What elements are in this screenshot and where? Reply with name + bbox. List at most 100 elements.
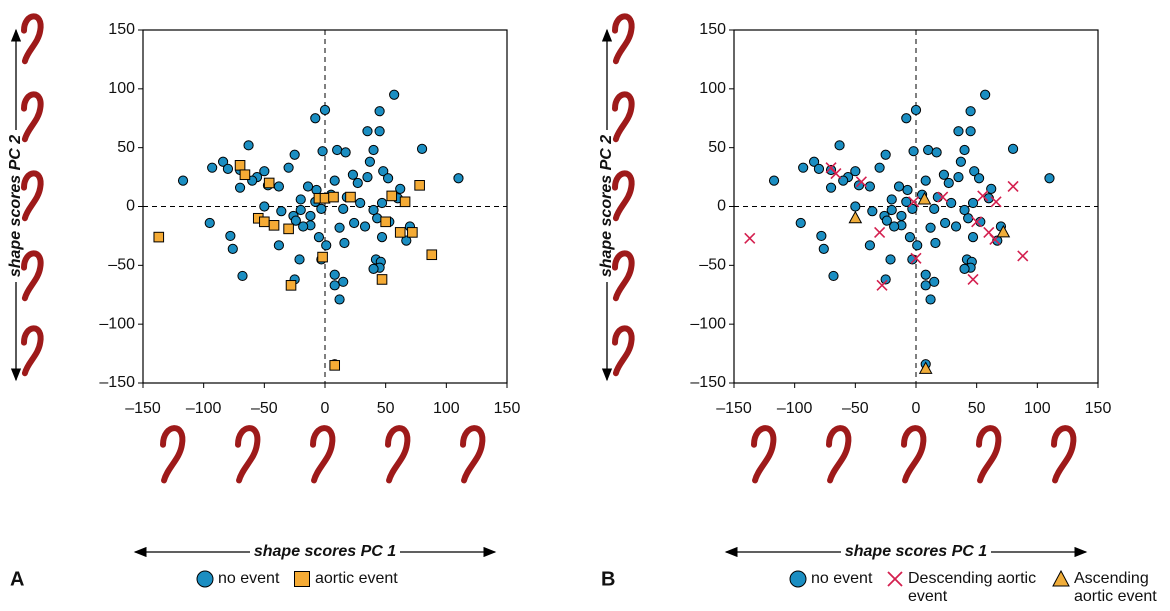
point: [955, 156, 966, 167]
point: [946, 197, 957, 209]
point: [204, 217, 215, 229]
aorta-shape: [826, 425, 852, 484]
x-tick-label: –100: [777, 400, 813, 417]
point: [317, 251, 328, 263]
point: [426, 249, 438, 261]
point: [967, 273, 979, 286]
point: [768, 175, 780, 186]
y-axis-label: shape scores PC 2: [7, 135, 24, 277]
legend-marker: [294, 571, 310, 587]
x-tick-label: –100: [186, 400, 222, 417]
point: [362, 126, 373, 137]
point: [349, 217, 360, 229]
point: [334, 222, 345, 233]
point: [305, 210, 316, 222]
point: [932, 191, 943, 203]
point: [881, 215, 892, 226]
point: [808, 156, 820, 167]
point: [283, 162, 294, 173]
point: [744, 232, 756, 244]
point: [990, 196, 1002, 208]
point: [237, 270, 248, 282]
point: [338, 276, 349, 287]
y-tick-label: 0: [717, 198, 726, 215]
x-tick-label: 150: [494, 400, 521, 417]
point: [965, 106, 976, 117]
point: [880, 149, 891, 160]
point: [285, 280, 297, 291]
point: [1017, 250, 1029, 262]
point: [910, 252, 922, 264]
point: [938, 169, 950, 180]
aorta-shape: [612, 13, 635, 65]
aorta-shape: [21, 325, 44, 377]
point: [401, 235, 412, 246]
point: [374, 106, 385, 117]
point: [295, 204, 306, 216]
y-tick-label: 50: [708, 139, 726, 156]
point: [795, 217, 806, 229]
point: [259, 166, 270, 177]
point: [376, 231, 388, 243]
point: [816, 230, 827, 242]
point: [453, 173, 464, 184]
point: [825, 164, 837, 176]
point: [885, 254, 896, 265]
aorta-shape: [612, 325, 635, 377]
x-tick-label: 0: [912, 400, 921, 417]
point: [825, 182, 837, 193]
point: [302, 181, 314, 192]
point: [317, 146, 328, 157]
x-tick-label: 50: [377, 400, 395, 417]
x-tick-label: –50: [251, 400, 278, 417]
point: [925, 294, 936, 305]
legend-label: Ascending aortic event: [1074, 570, 1157, 605]
y-tick-label: –150: [99, 374, 135, 391]
point: [886, 194, 897, 205]
point: [352, 177, 363, 189]
point: [319, 104, 331, 116]
point: [263, 177, 275, 189]
point: [376, 197, 388, 209]
point: [910, 104, 922, 116]
point: [321, 240, 332, 251]
point: [874, 162, 885, 173]
aorta-shape: [901, 425, 927, 484]
point: [207, 162, 218, 173]
point: [907, 203, 918, 214]
aorta-shape: [21, 13, 44, 65]
point: [380, 216, 391, 228]
aorta-shape: [385, 425, 411, 484]
point: [929, 276, 940, 287]
point: [234, 182, 246, 193]
y-axis-label: shape scores PC 2: [598, 135, 615, 277]
aorta-shape: [21, 250, 44, 302]
point: [276, 206, 287, 217]
panel-label: A: [10, 568, 24, 590]
legend-symbol: [196, 570, 214, 588]
point: [259, 201, 270, 212]
point: [929, 203, 940, 214]
point: [848, 210, 863, 224]
point: [834, 140, 845, 151]
point: [177, 175, 189, 186]
y-tick-label: –100: [690, 315, 726, 332]
legend-marker: [196, 570, 214, 588]
point: [940, 217, 951, 229]
point: [967, 197, 979, 209]
point: [295, 194, 306, 205]
point: [313, 231, 325, 243]
point: [378, 166, 389, 177]
point: [283, 223, 294, 235]
aorta-shape: [1051, 425, 1077, 484]
aorta-shape: [21, 170, 44, 222]
point: [886, 204, 897, 216]
y-tick-label: 100: [699, 80, 726, 97]
point: [908, 196, 920, 208]
point: [889, 221, 900, 232]
point: [830, 167, 842, 180]
point: [1044, 173, 1055, 184]
point: [959, 204, 970, 216]
